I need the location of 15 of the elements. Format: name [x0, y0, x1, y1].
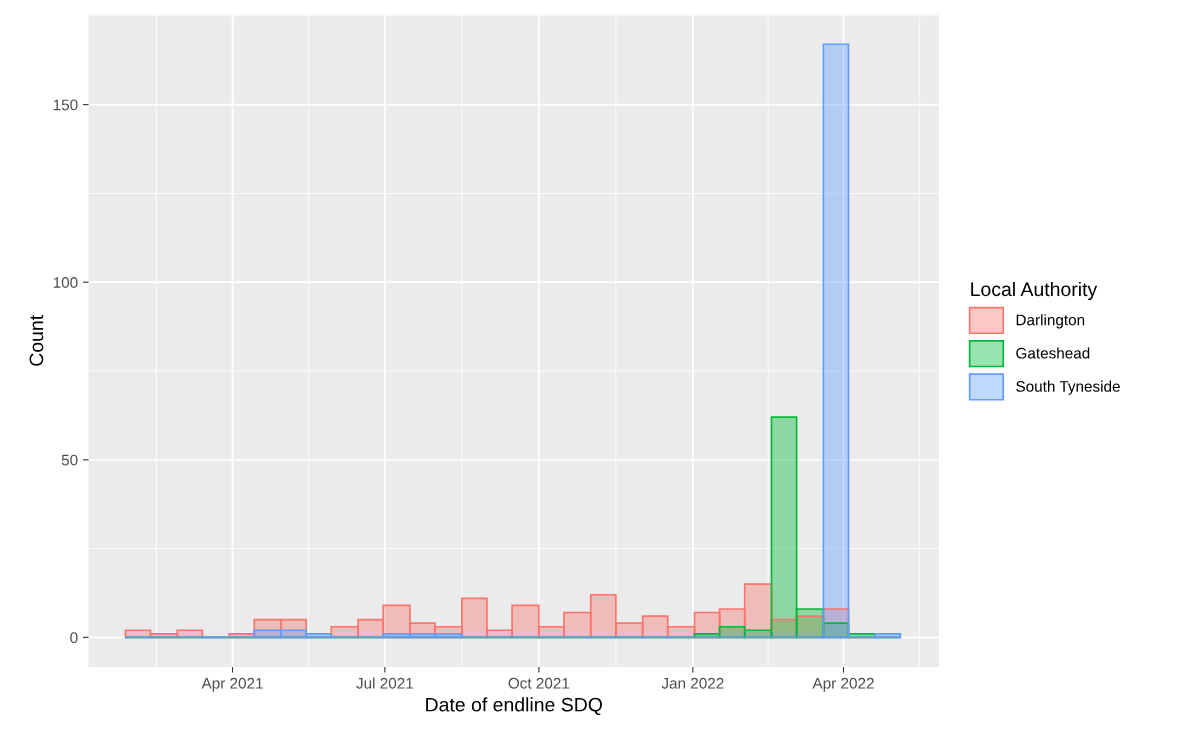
x-axis-title: Date of endline SDQ	[426, 697, 602, 716]
x-tick-label: Apr 2021	[201, 677, 263, 692]
x-tick-label: Apr 2022	[812, 677, 874, 692]
legend-label: Gateshead	[1016, 347, 1090, 359]
x-tick-label: Oct 2021	[508, 677, 570, 689]
legend-label: Darlington	[1016, 314, 1085, 329]
y-tick-label: 50	[61, 454, 78, 466]
x-tick-label: Jan 2022	[661, 677, 724, 689]
y-tick-label: 100	[53, 277, 78, 288]
legend-title: Local Authority	[971, 281, 1098, 301]
y-tick-label: 150	[53, 99, 78, 111]
legend-label: South Tyneside	[1016, 380, 1120, 395]
x-tick-label: Jul 2021	[356, 677, 413, 689]
y-axis-title: Count	[29, 315, 44, 366]
y-tick-label: 0	[70, 632, 78, 644]
